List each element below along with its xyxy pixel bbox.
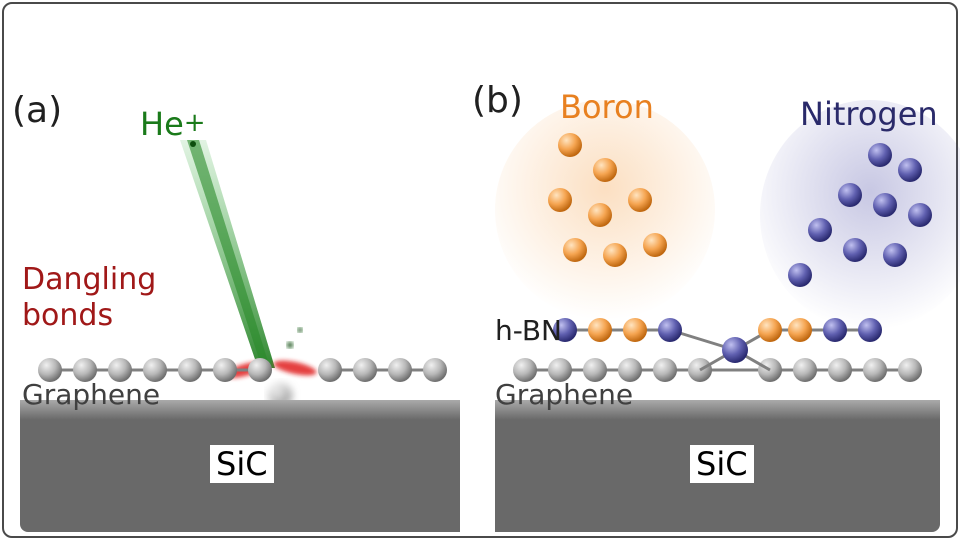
nitrogen-label: Nitrogen [800,95,938,133]
dangling-label-2: bonds [22,298,113,333]
he-ion-label: He+ [140,105,206,143]
graphene-label-a: Graphene [22,378,160,411]
panel-tag-a: (a) [12,90,62,131]
hbn-label: h-BN [495,314,562,347]
boron-label: Boron [560,88,654,126]
ion-beam [180,140,275,368]
graphene-label-b: Graphene [495,378,633,411]
panel-tag-b: (b) [472,80,523,121]
sic-label-a: SiC [210,445,274,483]
dangling-label-1: Dangling [22,262,156,297]
sic-label-b: SiC [690,445,754,483]
